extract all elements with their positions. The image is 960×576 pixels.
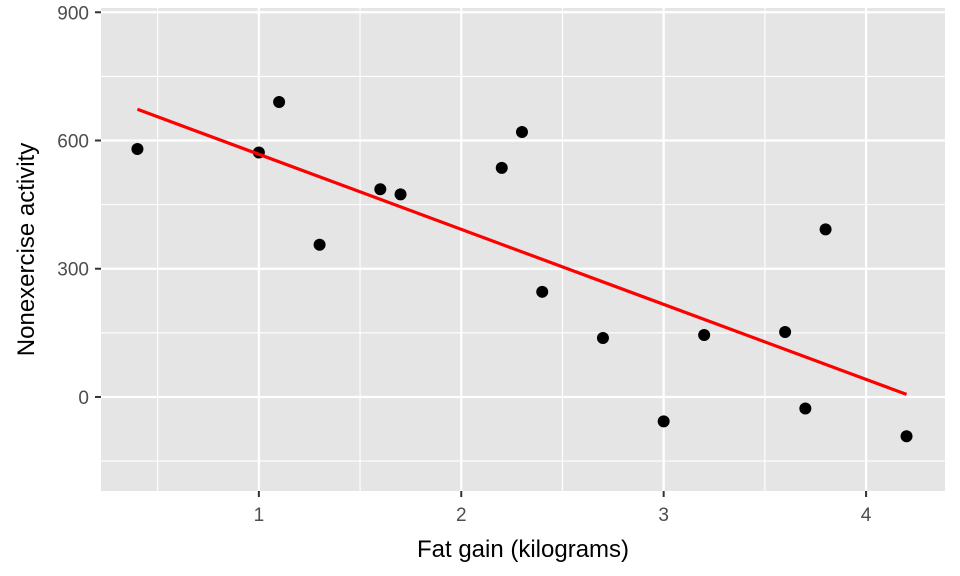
plot-panel — [101, 8, 945, 491]
data-point — [313, 238, 326, 251]
data-point — [495, 161, 508, 174]
x-tick-label: 1 — [254, 505, 265, 526]
y-tick-label: 300 — [57, 260, 89, 281]
minor-gridlines — [101, 8, 945, 491]
x-tick-label: 4 — [861, 505, 872, 526]
y-axis-tick-labels: 0 300 600 900 — [57, 3, 89, 409]
data-point — [657, 415, 670, 428]
x-tick-label: 3 — [658, 505, 669, 526]
x-axis-title: Fat gain (kilograms) — [417, 536, 629, 563]
axis-tick-marks — [95, 11, 868, 497]
data-point — [596, 331, 609, 344]
data-point — [900, 430, 913, 443]
data-point — [394, 188, 407, 201]
data-point — [799, 402, 812, 415]
data-point — [536, 285, 549, 298]
data-point — [374, 183, 387, 196]
data-point — [273, 96, 286, 109]
y-axis-title: Nonexercise activity — [13, 143, 40, 356]
data-points — [131, 96, 913, 443]
data-point — [515, 125, 528, 138]
data-point — [131, 143, 144, 156]
data-point — [779, 325, 792, 338]
y-tick-label: 900 — [57, 3, 89, 24]
regression-line — [136, 107, 908, 396]
y-tick-label: 600 — [57, 132, 89, 153]
major-gridlines — [101, 8, 945, 491]
y-tick-label: 0 — [78, 388, 89, 409]
data-point — [819, 223, 832, 236]
x-tick-label: 2 — [456, 505, 467, 526]
data-point — [698, 328, 711, 341]
x-axis-tick-labels: 1 2 3 4 — [254, 505, 872, 526]
